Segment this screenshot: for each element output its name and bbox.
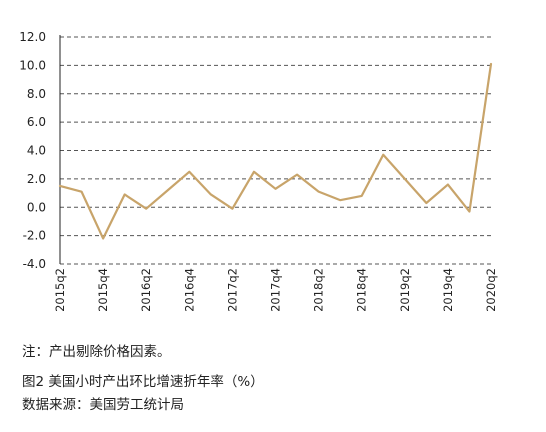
gridlines <box>60 36 493 265</box>
y-tick-label: -2.0 <box>23 229 46 243</box>
figure-caption: 图2 美国小时产出环比增速折年率（%） <box>22 374 264 390</box>
x-tick-label: 2016q4 <box>182 268 196 312</box>
note-caption: 注：产出剔除价格因素。 <box>22 344 171 360</box>
x-tick-label: 2015q2 <box>53 268 67 312</box>
x-tick-label: 2019q4 <box>441 268 455 312</box>
y-tick-label: 8.0 <box>27 87 46 101</box>
series-line <box>58 62 493 240</box>
x-tick-label: 2019q2 <box>398 268 412 312</box>
x-tick-label: 2017q4 <box>269 268 283 312</box>
x-tick-label: 2020q2 <box>484 268 498 312</box>
y-tick-label: 10.0 <box>19 58 46 72</box>
y-tick-label: 6.0 <box>27 115 46 129</box>
y-tick-label: 12.0 <box>19 30 46 44</box>
y-tick-label: -4.0 <box>23 257 46 271</box>
line-chart: 12.010.08.06.04.02.00.0-2.0-4.0 2015q2 20… <box>19 30 498 312</box>
y-tick-label: 2.0 <box>27 172 46 186</box>
x-tick-label: 2018q4 <box>355 268 369 312</box>
y-tick-label: 0.0 <box>27 200 46 214</box>
source-caption: 数据来源：美国劳工统计局 <box>22 397 184 413</box>
x-tick-label: 2015q4 <box>96 268 110 312</box>
x-axis: 2015q2 2015q4 2016q2 2016q4 2017q2 2017q4 2018… <box>53 268 498 312</box>
y-axis: 12.0 10.0 8.0 6.0 4.0 2.0 0.0 -2.0 -4.0 <box>19 30 61 271</box>
series-layer <box>58 62 493 240</box>
x-tick-label: 2016q2 <box>139 268 153 312</box>
x-tick-label: 2018q2 <box>312 268 326 312</box>
y-tick-label: 4.0 <box>27 144 46 158</box>
x-tick-label: 2017q2 <box>225 268 239 312</box>
